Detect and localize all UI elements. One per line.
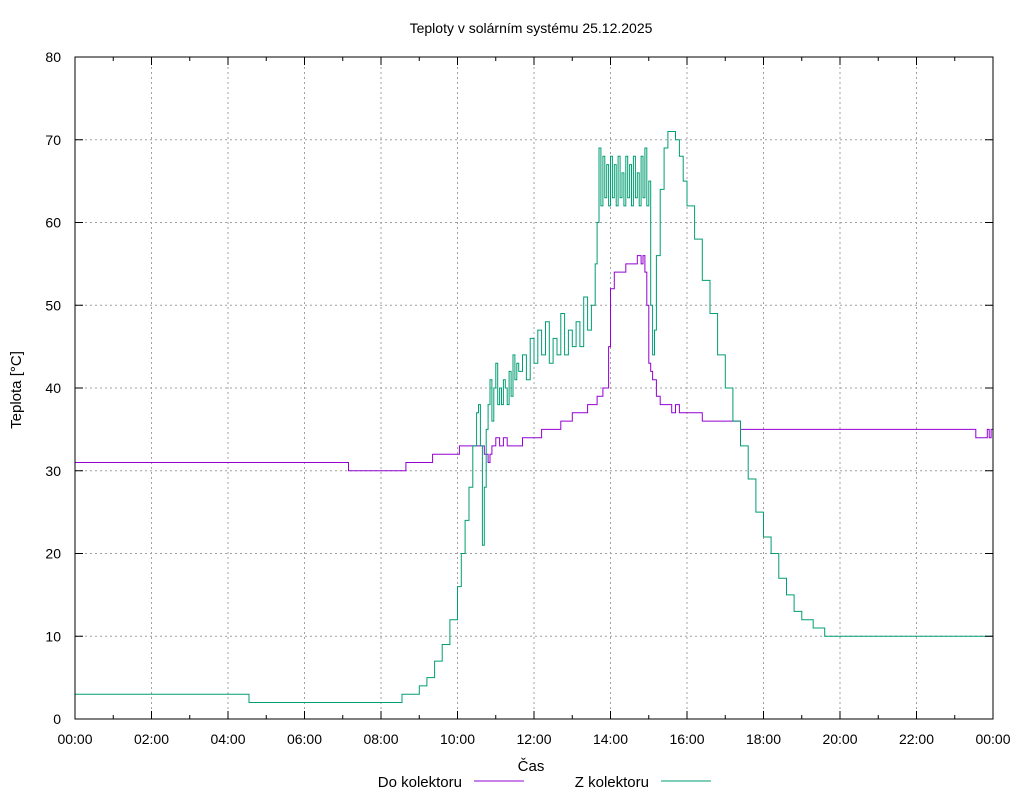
x-tick-label: 06:00 — [287, 731, 322, 747]
y-tick-label: 40 — [45, 380, 61, 396]
y-tick-label: 70 — [45, 132, 61, 148]
y-tick-label: 0 — [53, 711, 61, 727]
x-tick-label: 08:00 — [363, 731, 398, 747]
plot-area — [75, 131, 993, 703]
legend: Do kolektoru Z kolektoru — [378, 774, 711, 791]
grid — [75, 57, 993, 719]
x-tick-label: 16:00 — [669, 731, 704, 747]
y-tick-label: 60 — [45, 215, 61, 231]
x-tick-label: 14:00 — [593, 731, 628, 747]
x-axis-label: Čas — [518, 758, 545, 775]
series-line-do-kolektoru — [75, 255, 993, 472]
y-tick-label: 80 — [45, 49, 61, 65]
x-tick-label: 18:00 — [746, 731, 781, 747]
x-tick-label: 00:00 — [975, 731, 1010, 747]
y-tick-label: 30 — [45, 463, 61, 479]
y-tick-label: 50 — [45, 297, 61, 313]
y-axis-label: Teplota [°C] — [8, 351, 25, 429]
axis-ticks: 0 10 20 30 40 50 60 70 80 00:00 02:00 04:00 06:00 08:… — [45, 49, 1010, 747]
x-tick-label: 10:00 — [440, 731, 475, 747]
series-line-z-kolektoru — [75, 131, 993, 703]
legend-label-z-kolektoru: Z kolektoru — [575, 774, 649, 791]
y-tick-label: 10 — [45, 628, 61, 644]
x-tick-label: 12:00 — [516, 731, 551, 747]
legend-label-do-kolektoru: Do kolektoru — [378, 774, 462, 791]
x-tick-label: 00:00 — [57, 731, 92, 747]
y-tick-label: 20 — [45, 546, 61, 562]
chart-title: Teploty v solárním systému 25.12.2025 — [410, 20, 653, 36]
x-tick-label: 20:00 — [822, 731, 857, 747]
x-tick-label: 02:00 — [134, 731, 169, 747]
x-tick-label: 22:00 — [899, 731, 934, 747]
x-tick-label: 04:00 — [210, 731, 245, 747]
